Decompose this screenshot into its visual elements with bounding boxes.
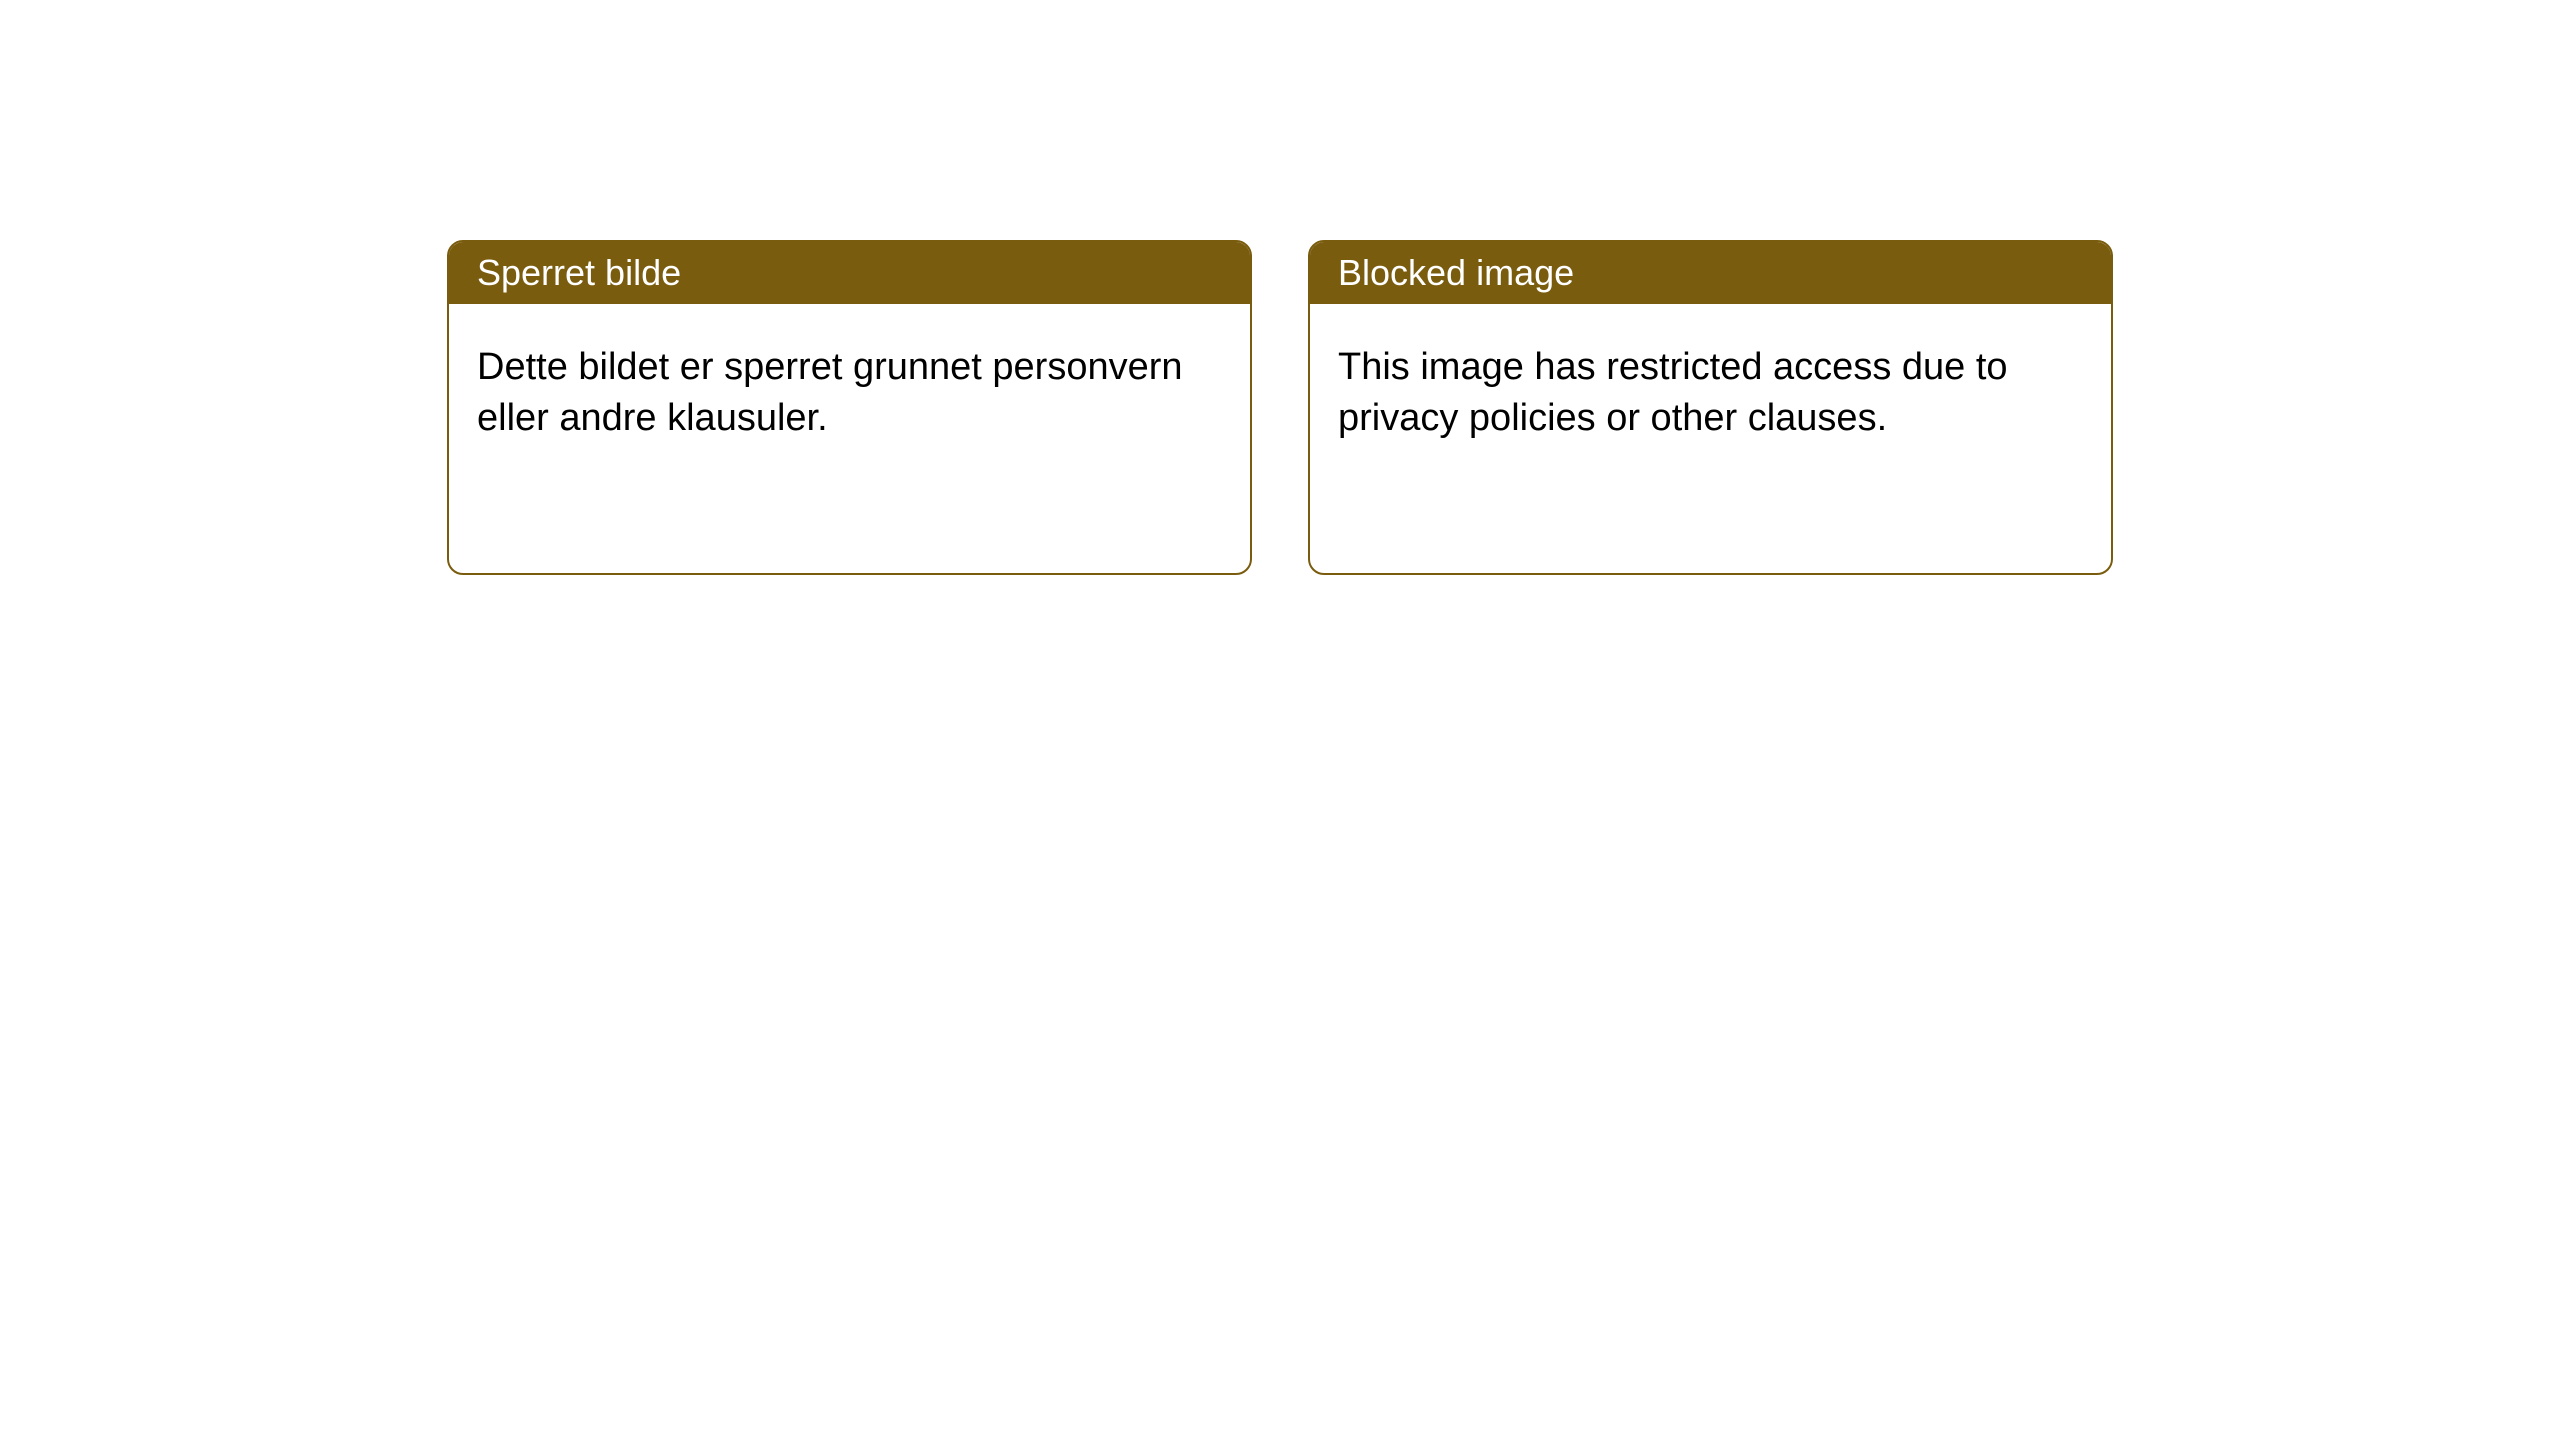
notice-card-body: Dette bildet er sperret grunnet personve… [449, 304, 1250, 483]
notice-card-title: Blocked image [1310, 242, 2111, 304]
notice-card-title: Sperret bilde [449, 242, 1250, 304]
notice-card-english: Blocked image This image has restricted … [1308, 240, 2113, 575]
notice-card-norwegian: Sperret bilde Dette bildet er sperret gr… [447, 240, 1252, 575]
notice-panel-container: Sperret bilde Dette bildet er sperret gr… [0, 0, 2560, 575]
notice-card-body: This image has restricted access due to … [1310, 304, 2111, 483]
